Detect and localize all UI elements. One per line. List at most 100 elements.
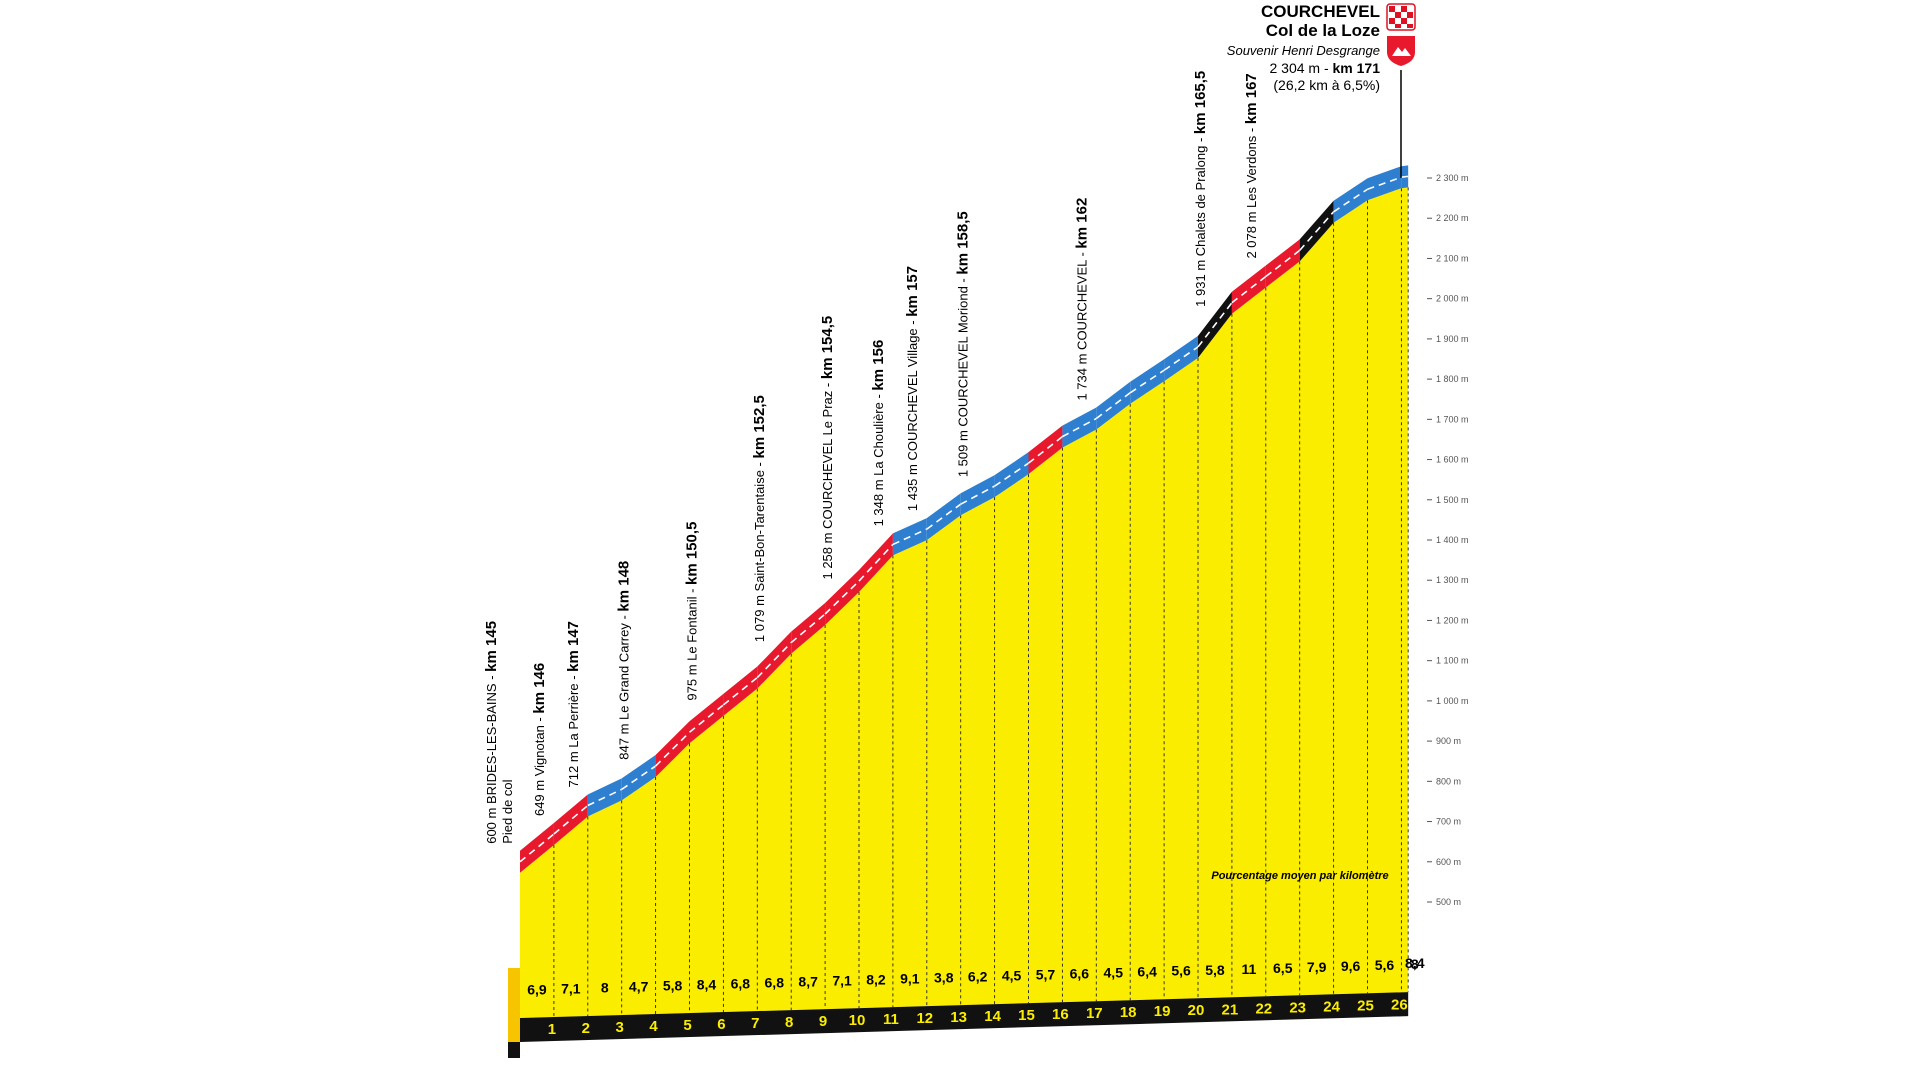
- legend-label: Pourcentage moyen par kilomètre: [1211, 870, 1388, 882]
- km-number-label: 20: [1188, 1002, 1205, 1019]
- waypoint-km: km 146: [531, 663, 548, 714]
- km-percent-label: 8,7: [798, 974, 818, 990]
- finish-flag-icon: [1386, 3, 1416, 31]
- y-tick-label: 1 300 m: [1436, 575, 1469, 585]
- road-centerline: [621, 765, 657, 791]
- km-number-label: 2: [582, 1020, 590, 1037]
- km-number-label: 24: [1323, 998, 1340, 1015]
- y-tick-label: 1 800 m: [1436, 374, 1469, 384]
- waypoint-km: km 158,5: [955, 211, 972, 274]
- km-number-label: 3: [616, 1019, 624, 1036]
- km-number-label: 6: [717, 1016, 725, 1033]
- km-percent-label: 3,8: [934, 970, 954, 986]
- road-centerline: [790, 613, 826, 644]
- y-tick-label: 1 400 m: [1436, 535, 1469, 545]
- km-number-label: 7: [751, 1015, 759, 1032]
- summit-name-line1: COURCHEVEL: [1261, 2, 1380, 21]
- waypoint-km: km 150,5: [683, 522, 700, 585]
- y-tick-label: 2 000 m: [1436, 294, 1469, 304]
- road-centerline: [519, 833, 555, 863]
- km-percent-label: 9,1: [900, 971, 920, 987]
- profile-fill-layer: [520, 187, 1409, 1018]
- road-centerline: [1299, 211, 1335, 251]
- y-tick-label: 1 000 m: [1436, 696, 1469, 706]
- road-segment: [1231, 265, 1266, 314]
- y-tick-label: 1 100 m: [1436, 656, 1469, 666]
- road-centerline: [1401, 175, 1409, 178]
- km-percent-label: 5,6: [1171, 963, 1191, 979]
- km-percent-label: 6,9: [527, 982, 547, 998]
- road-centerline: [587, 788, 623, 807]
- km-percent-label: 6,5: [1273, 960, 1293, 976]
- waypoint-name: 847 m Le Grand Carrey -: [617, 612, 632, 760]
- km-number-label: 1: [548, 1021, 556, 1038]
- road-centerline: [994, 462, 1029, 487]
- profile-base-layer: [508, 968, 1409, 1058]
- base-start-block: [508, 968, 520, 1052]
- km-number-label: 5: [683, 1017, 691, 1034]
- road-centerline: [824, 580, 860, 615]
- road-centerline: [858, 543, 894, 582]
- road-segment-layer: [519, 165, 1409, 873]
- road-segment: [689, 693, 724, 744]
- road-centerline: [1163, 346, 1199, 371]
- waypoint-name: 2 078 m Les Verdons -: [1244, 124, 1259, 258]
- road-segment: [520, 823, 554, 873]
- base-start-foot: [508, 1042, 520, 1058]
- summit-altitude: 2 304 m -: [1269, 60, 1332, 76]
- km-percent-label: 5,8: [663, 978, 683, 994]
- road-segment: [1096, 381, 1131, 430]
- y-tick-label: 2 300 m: [1436, 173, 1469, 183]
- waypoint-km: km 154,5: [819, 316, 836, 379]
- waypoint-km: km 156: [870, 340, 887, 391]
- km-number-label: 18: [1120, 1004, 1137, 1021]
- y-tick-label: 2 200 m: [1436, 213, 1469, 223]
- km-number-layer: 1 2 3 4 5 6 7 8 9 10 11 12 13 14 15 16 17 18 19 20 21 22 23 24 2…: [548, 996, 1408, 1038]
- km-number-label: 19: [1154, 1003, 1171, 1020]
- waypoint-km: km 152,5: [751, 395, 768, 458]
- km-number-label: 14: [984, 1008, 1001, 1025]
- road-centerline: [960, 485, 995, 505]
- km-percent-layer: 6,9 7,1 8 4,7 5,8 8,4 6,8 6,8 8,7 7,1 8,2 9,1 3,8 6,2…: [527, 955, 1425, 998]
- km-number-label: 22: [1255, 1000, 1272, 1017]
- waypoint-label: 712 m La Perrière - km 147: [565, 621, 582, 787]
- y-tick-label: 900 m: [1436, 736, 1461, 746]
- summit-km: km 171: [1333, 60, 1381, 76]
- y-tick-label: 1 700 m: [1436, 414, 1469, 424]
- y-tick-label: 1 900 m: [1436, 334, 1469, 344]
- y-tick-label: 600 m: [1436, 857, 1461, 867]
- hors-categorie-mountain-icon: [1387, 36, 1415, 66]
- road-centerline: [655, 731, 691, 767]
- road-centerline: [1333, 188, 1368, 213]
- road-segment: [621, 755, 656, 801]
- km-number-label: 9: [819, 1013, 827, 1030]
- y-axis: 500 m 600 m 700 m 800 m 900 m 1 000 m 1 100 m 1…: [1427, 173, 1469, 907]
- km-percent-label: 8: [1411, 956, 1419, 972]
- road-segment: [994, 452, 1029, 498]
- waypoint-label: 847 m Le Grand Carrey - km 148: [616, 561, 633, 760]
- waypoint-sublabel: Pied de col: [500, 779, 515, 843]
- road-segment: [926, 493, 961, 541]
- summit-block: COURCHEVEL Col de la Loze Souvenir Henri…: [1227, 2, 1416, 178]
- waypoint-label: 1 931 m Chalets de Pralong - km 165,5: [1192, 71, 1209, 307]
- waypoint-name: 1 079 m Saint-Bon-Tarentaise -: [752, 459, 767, 643]
- road-centerline: [1367, 176, 1402, 191]
- waypoint-label: 975 m Le Fontanil - km 150,5: [683, 522, 700, 701]
- y-tick-label: 700 m: [1436, 817, 1461, 827]
- road-centerline: [892, 528, 928, 546]
- waypoint-km: km 167: [1243, 73, 1260, 124]
- waypoint-name: 649 m Vignotan -: [532, 714, 547, 816]
- km-percent-label: 9,6: [1341, 958, 1361, 974]
- km-percent-label: 6,6: [1070, 966, 1090, 982]
- summit-stats: (26,2 km à 6,5%): [1273, 77, 1380, 93]
- waypoint-name: 1 734 m COURCHEVEL -: [1074, 249, 1089, 401]
- km-number-label: 4: [649, 1018, 658, 1035]
- waypoint-name: 1 509 m COURCHEVEL Moriond -: [956, 275, 971, 478]
- km-percent-label: 6,4: [1137, 964, 1157, 980]
- road-centerline: [722, 676, 758, 706]
- km-number-label: 21: [1222, 1001, 1239, 1018]
- km-percent-label: 6,8: [731, 976, 751, 992]
- waypoint-label: 1 258 m COURCHEVEL Le Praz - km 154,5: [819, 316, 836, 580]
